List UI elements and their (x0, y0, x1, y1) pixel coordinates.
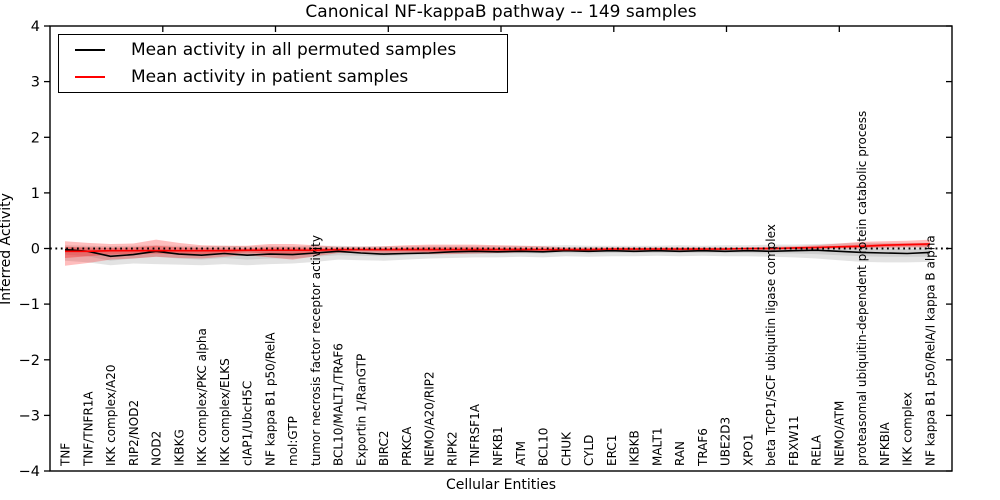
x-category-label: IKK complex (901, 392, 915, 466)
x-category-label: IKK complex/PKC alpha (195, 328, 209, 466)
legend-item-permuted: Mean activity in all permuted samples (59, 37, 507, 63)
x-category-label: Exportin 1/RanGTP (354, 354, 368, 466)
permuted-line-swatch-icon (75, 48, 105, 51)
x-category-label: BCL10/MALT1/TRAF6 (332, 343, 346, 466)
x-category-label: NEMO/ATM (832, 401, 846, 466)
x-category-label: ERC1 (605, 435, 619, 466)
y-tick-label: −3 (19, 408, 40, 424)
y-tick-label: 4 (31, 19, 40, 35)
x-category-label: IKK complex/ELKS (218, 358, 232, 466)
patient-range-outer-band (65, 239, 930, 266)
x-category-label: TRAF6 (696, 428, 710, 467)
x-category-label: mol:GTP (286, 416, 300, 466)
x-category-label: MALT1 (650, 427, 664, 466)
patient-range-inner-band (65, 242, 930, 258)
x-category-label: IKBKB (628, 430, 642, 466)
y-tick-label: −2 (19, 353, 40, 369)
x-category-label: XPO1 (741, 433, 755, 466)
x-category-label: NF kappa B1 p50/RelA (263, 332, 277, 466)
x-category-label: PRKCA (400, 426, 414, 466)
y-tick-label: 1 (31, 186, 40, 202)
y-tick-label: −1 (19, 297, 40, 313)
y-tick-label: −4 (19, 464, 40, 480)
x-category-label: NFKBIA (878, 421, 892, 466)
x-category-label: RIPK2 (446, 431, 460, 466)
legend-item-label: Mean activity in patient samples (131, 67, 409, 88)
x-category-label: cIAP1/UbcH5C (241, 381, 255, 466)
permuted-mean-line (64, 248, 931, 258)
legend: Mean activity in all permuted samples Mea… (58, 34, 508, 93)
x-category-label: TNFRSF1A (468, 403, 482, 467)
chart-title: Canonical NF-kappaB pathway -- 149 sampl… (305, 2, 697, 22)
x-category-label: tumor necrosis factor receptor activity (309, 235, 323, 466)
x-category-label: NEMO/A20/RIP2 (423, 371, 437, 466)
x-category-label: RAN (673, 441, 687, 466)
x-category-label: RELA (810, 434, 824, 466)
x-category-label: IKBKG (172, 429, 186, 466)
y-tick-label: 0 (31, 242, 40, 258)
x-category-label: proteasomal ubiquitin-dependent protein … (855, 111, 869, 466)
x-category-label: RIP2/NOD2 (127, 400, 141, 466)
patient-line-swatch-icon (75, 76, 105, 79)
legend-item-label: Mean activity in all permuted samples (131, 39, 457, 60)
x-category-label: CHUK (559, 431, 573, 466)
x-category-label: BIRC2 (377, 430, 391, 466)
x-category-label: TNF (59, 443, 73, 467)
x-category-label: ATM (514, 441, 528, 466)
x-category-label: CYLD (582, 435, 596, 466)
x-category-label: BCL10 (537, 428, 551, 466)
x-category-label: TNF/TNFR1A (81, 391, 95, 467)
x-category-label: FBXW11 (787, 416, 801, 467)
x-category-label: beta TrCP1/SCF ubiquitin ligase complex (764, 224, 778, 466)
x-category-label: NOD2 (150, 431, 164, 466)
x-category-label: NFKB1 (491, 426, 505, 466)
x-category-label: NF kappa B1 p50/RelA/I kappa B alpha (924, 235, 938, 466)
x-axis-label: Cellular Entities (445, 477, 557, 493)
legend-item-patient: Mean activity in patient samples (59, 64, 507, 90)
y-tick-label: 2 (31, 130, 40, 146)
x-category-label: UBE2D3 (719, 417, 733, 466)
y-tick-label: 3 (31, 75, 40, 91)
x-category-label: IKK complex/A20 (104, 365, 118, 466)
